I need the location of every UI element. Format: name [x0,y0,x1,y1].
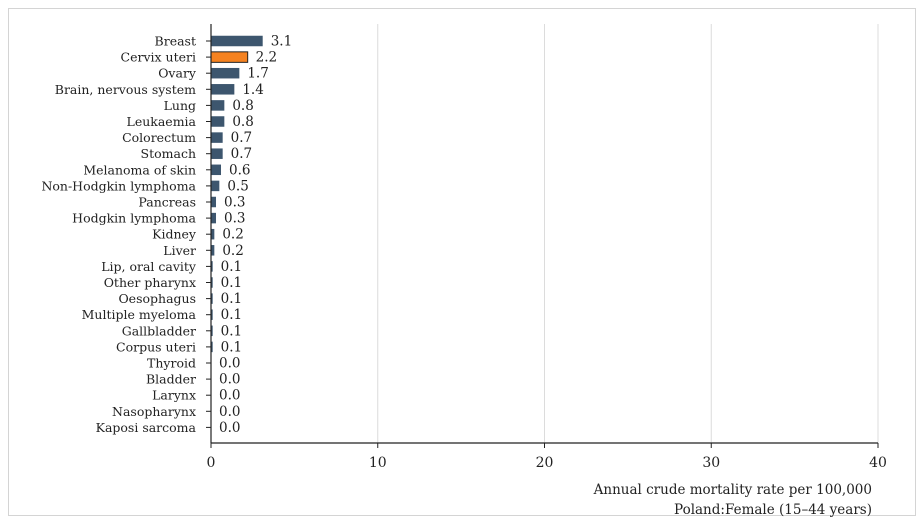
category-label: Gallbladder [122,323,196,338]
value-label: 0.1 [221,323,242,339]
bar [211,261,213,272]
category-label: Lung [164,98,196,113]
category-label: Lip, oral cavity [101,259,197,274]
value-label: 0.1 [221,259,242,275]
bar [211,180,220,192]
category-label: Stomach [141,146,196,161]
bar [211,212,217,224]
value-label: 0.6 [229,162,250,178]
category-label: Thyroid [147,356,196,371]
value-label: 0.1 [221,339,242,355]
category-label: Pancreas [138,195,196,210]
category-label: Kidney [152,227,197,242]
value-label: 0.3 [224,211,245,227]
category-label: Multiple myeloma [82,307,197,322]
category-label: Corpus uteri [116,339,196,354]
bar [211,245,215,256]
category-label: Larynx [152,388,196,403]
bar [211,148,223,159]
category-label: Bladder [146,372,196,387]
x-tick-label: 40 [869,455,887,471]
value-label: 1.7 [247,66,268,82]
value-label: 0.0 [219,372,240,388]
bar [211,325,213,337]
bar [211,293,213,304]
bars [210,35,263,353]
value-label: 0.5 [227,178,248,194]
category-label: Leukaemia [127,114,197,129]
category-label: Cervix uteri [121,50,196,65]
category-label: Hodgkin lymphoma [72,211,196,226]
value-label: 0.0 [219,420,240,436]
category-label: Melanoma of skin [83,162,196,177]
bar [211,309,213,320]
bar [211,196,217,208]
bar [211,277,213,288]
category-label: Oesophagus [118,291,196,306]
chart-frame [8,8,916,516]
value-label: 0.0 [219,356,240,372]
category-label: Nasopharynx [112,404,196,419]
x-tick-label: 20 [536,455,554,471]
category-label: Colorectum [122,130,196,145]
value-label: 0.3 [224,195,245,211]
category-label: Liver [163,243,196,258]
value-labels: 3.12.21.71.40.80.80.70.70.60.50.30.30.20… [219,34,292,436]
value-label: 0.2 [222,243,243,259]
value-label: 3.1 [271,34,292,50]
bar-highlighted [210,51,249,63]
bar [211,164,222,176]
value-label: 0.1 [221,291,242,307]
category-label: Kaposi sarcoma [96,420,197,435]
value-label: 0.0 [219,388,240,404]
category-label: Ovary [158,66,197,81]
value-label: 2.2 [256,50,277,66]
value-label: 0.1 [221,275,242,291]
x-tick-label: 0 [207,455,216,471]
bar [211,228,215,240]
bar [211,84,235,95]
bar [211,116,225,127]
x-tick-label: 30 [702,455,720,471]
value-label: 0.2 [222,227,243,243]
value-label: 0.7 [231,146,252,162]
chart-subtitle: Poland:Female (15–44 years) [674,502,872,518]
category-label: Non-Hodgkin lymphoma [41,178,196,193]
value-label: 0.8 [232,114,253,130]
value-label: 1.4 [242,82,263,98]
bar [211,100,225,111]
value-label: 0.8 [232,98,253,114]
category-label: Brain, nervous system [55,82,196,97]
axes: 0 10 20 30 40 [206,24,887,471]
bar [211,132,223,143]
value-label: 0.1 [221,307,242,323]
x-tick-label: 10 [369,455,387,471]
x-axis-title: Annual crude mortality rate per 100,000 [593,482,872,498]
bar [211,341,213,353]
category-label: Other pharynx [104,275,196,290]
category-label: Breast [155,34,196,49]
gridlines [377,24,879,443]
bar [211,35,263,47]
value-label: 0.0 [219,404,240,420]
bar [211,67,240,79]
value-label: 0.7 [231,130,252,146]
